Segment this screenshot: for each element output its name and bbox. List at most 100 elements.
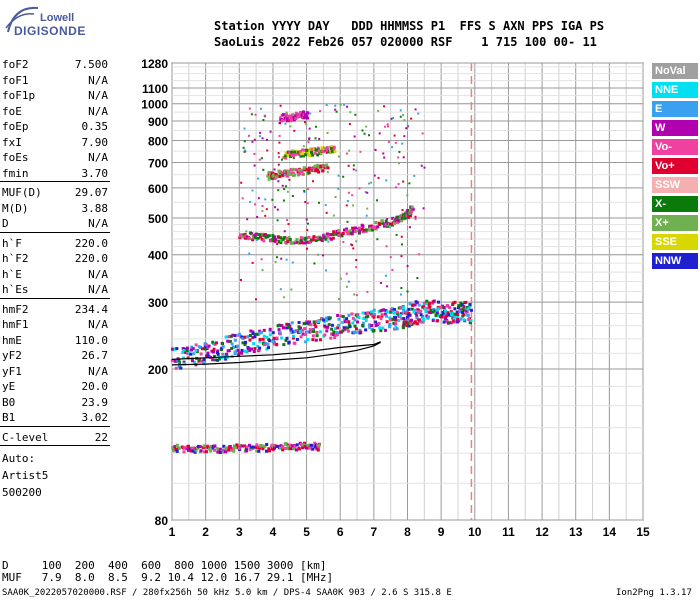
echo-point (248, 338, 252, 342)
echo-point (210, 349, 214, 353)
echo-point-scatter (376, 199, 379, 202)
echo-point (228, 445, 232, 449)
echo-point-scatter (302, 173, 305, 176)
param-name: h`F2 (2, 252, 29, 265)
echo-point (330, 233, 334, 237)
echo-point (293, 445, 297, 449)
echo-point (262, 328, 266, 332)
echo-point (445, 303, 449, 307)
echo-point (398, 314, 402, 318)
echo-point (265, 347, 269, 351)
echo-point (321, 169, 325, 173)
echo-point-scatter (274, 260, 277, 263)
echo-point (391, 317, 395, 321)
echo-point (388, 322, 392, 326)
echo-point (469, 318, 473, 322)
echo-point (278, 446, 282, 450)
echo-point (345, 317, 349, 321)
echo-point (395, 310, 399, 314)
echo-point (309, 323, 313, 327)
echo-point-scatter (402, 114, 405, 117)
echo-point (401, 326, 405, 330)
echo-point-scatter (241, 197, 244, 200)
echo-point (449, 321, 453, 325)
echo-point (468, 321, 472, 325)
echo-point (178, 364, 182, 368)
param-row-yf2: yF2 26.7 (2, 349, 108, 364)
param-name: yE (2, 380, 16, 393)
echo-point-scatter (386, 218, 389, 221)
echo-point (414, 300, 418, 304)
param-name: yF2 (2, 349, 22, 362)
echo-point (286, 169, 290, 173)
echo-point-scatter (345, 285, 348, 288)
echo-point (291, 334, 295, 338)
echo-point (301, 332, 305, 336)
x-tick-label: 15 (636, 525, 650, 539)
echo-point (408, 302, 412, 306)
echo-point (299, 335, 303, 339)
echo-point (402, 321, 406, 325)
echo-point (444, 316, 448, 320)
echo-point-scatter (368, 182, 371, 185)
echo-point (433, 309, 437, 313)
echo-point (213, 448, 217, 452)
param-row-mufd: MUF(D) 29.07 (2, 186, 108, 201)
echo-point (341, 315, 345, 319)
echo-point (292, 118, 296, 122)
echo-point (224, 446, 228, 450)
echo-point (341, 231, 345, 235)
echo-point (306, 337, 310, 341)
echo-point-scatter (303, 190, 306, 193)
echo-point (261, 447, 265, 451)
x-tick-label: 3 (236, 525, 243, 539)
footer-file-info: SAA0K_2022057020000.RSF / 280fx256h 50 k… (2, 588, 452, 598)
autoscaling-text: Auto: (2, 452, 36, 465)
echo-point (415, 314, 419, 318)
echo-point-scatter (358, 187, 361, 190)
param-name: B0 (2, 395, 16, 409)
echo-point-scatter (276, 208, 279, 211)
echo-point (423, 307, 427, 311)
echo-point (173, 347, 177, 351)
param-name: hmF2 (2, 302, 29, 316)
echo-point (285, 174, 289, 178)
echo-point (268, 339, 272, 343)
echo-point (257, 348, 261, 352)
echo-point (281, 445, 285, 449)
echo-point (177, 359, 181, 363)
echo-point (274, 173, 278, 177)
echo-point (459, 317, 463, 321)
echo-point (366, 314, 370, 318)
echo-point (329, 336, 333, 340)
param-value: 110.0 (74, 333, 108, 347)
echo-point (286, 154, 290, 158)
echo-point (271, 444, 275, 448)
echo-point (374, 227, 378, 231)
echo-point (328, 316, 332, 320)
echo-point (366, 311, 370, 315)
echo-point (222, 354, 226, 358)
echo-point (251, 330, 255, 334)
echo-point-scatter (386, 123, 389, 126)
echo-point-scatter (346, 220, 349, 223)
echo-point (206, 351, 210, 355)
echo-point-scatter (314, 125, 317, 128)
echo-point (200, 359, 204, 363)
echo-point (229, 334, 233, 338)
echo-point-scatter (399, 109, 402, 112)
param-value: N/A (88, 104, 108, 118)
echo-point (300, 170, 304, 174)
echo-point (173, 445, 177, 449)
echo-point (327, 323, 331, 327)
echo-point-scatter (251, 189, 254, 192)
echo-point-scatter (385, 245, 388, 248)
echo-point-scatter (311, 180, 314, 183)
echo-point (330, 149, 334, 153)
echo-point (320, 146, 324, 150)
echo-point (425, 314, 429, 318)
echo-point (255, 446, 259, 450)
echo-point (314, 338, 318, 342)
echo-point-scatter (283, 230, 286, 233)
echo-point (291, 336, 295, 340)
